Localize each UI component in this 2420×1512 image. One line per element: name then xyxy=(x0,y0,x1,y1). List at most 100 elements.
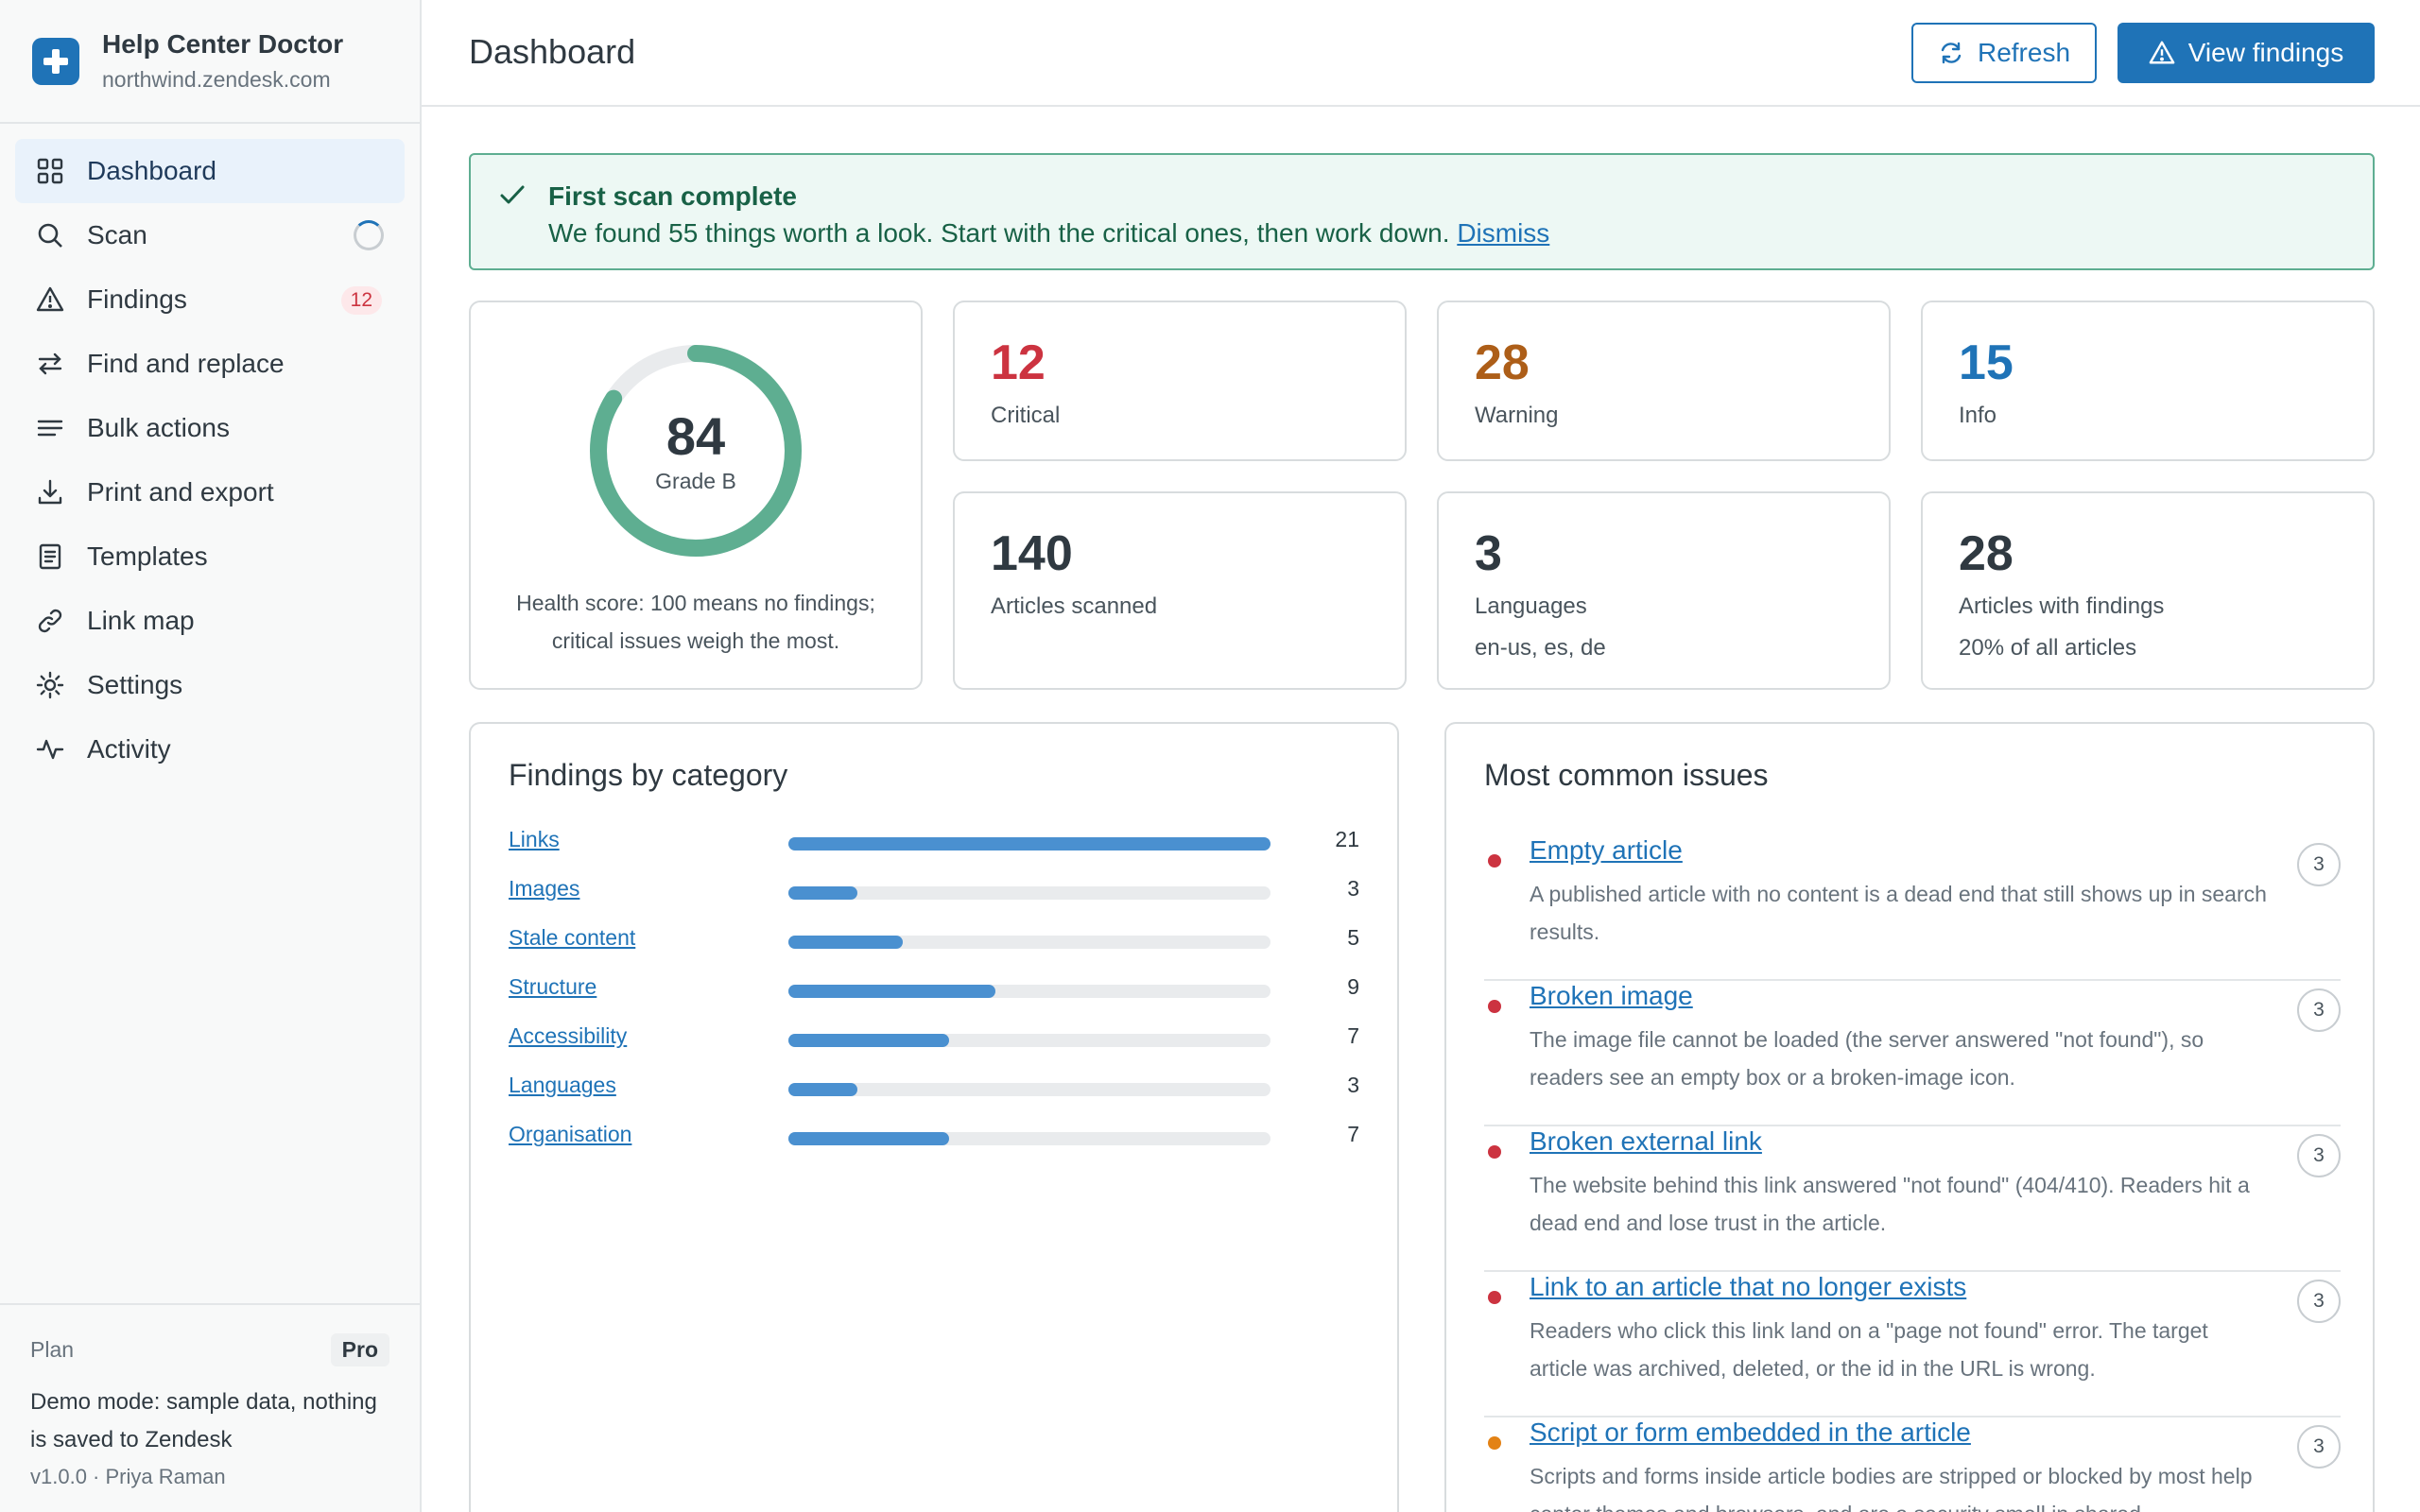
category-link[interactable]: Languages xyxy=(509,1073,616,1097)
issue-description: Scripts and forms inside article bodies … xyxy=(1530,1464,2253,1512)
health-score-note: Health score: 100 means no findings; cri… xyxy=(516,591,875,653)
issue-count-badge: 3 xyxy=(2297,843,2341,886)
category-link[interactable]: Accessibility xyxy=(509,1023,628,1048)
category-bar-track xyxy=(788,1132,1270,1145)
nav-label: Settings xyxy=(87,670,183,699)
category-row: Images 3 xyxy=(509,872,1359,910)
view-findings-label: View findings xyxy=(2187,38,2344,67)
category-bar-fill xyxy=(788,1034,949,1047)
languages-count: 3 xyxy=(1475,526,1502,581)
issue-title-link[interactable]: Broken image xyxy=(1530,981,1693,1010)
page-header: Dashboard Refresh View findings xyxy=(422,0,2420,107)
issue-title-link[interactable]: Link to an article that no longer exists xyxy=(1530,1272,1967,1301)
nav-label: Bulk actions xyxy=(87,413,230,442)
warning-label: Warning xyxy=(1475,403,1559,428)
category-link[interactable]: Structure xyxy=(509,974,597,999)
critical-label: Critical xyxy=(991,403,1061,428)
app-title: Help Center Doctor xyxy=(102,29,344,59)
category-count: 21 xyxy=(1335,827,1359,851)
list-icon xyxy=(34,412,66,444)
severity-dot-icon xyxy=(1488,1145,1501,1159)
category-link[interactable]: Organisation xyxy=(509,1122,632,1146)
panel-title: Findings by category xyxy=(509,758,788,792)
banner-text: We found 55 things worth a look. Start w… xyxy=(548,218,1450,248)
category-count: 3 xyxy=(1347,876,1359,901)
issue-title-link[interactable]: Script or form embedded in the article xyxy=(1530,1418,1971,1447)
search-icon xyxy=(34,219,66,251)
plan-label: Plan xyxy=(30,1337,75,1362)
languages-list: en-us, es, de xyxy=(1475,635,1606,661)
nav-label: Scan xyxy=(87,220,147,249)
category-link[interactable]: Images xyxy=(509,876,580,901)
plan-badge: Pro xyxy=(330,1333,389,1366)
brand: Help Center Doctor northwind.zendesk.com xyxy=(0,0,420,124)
most-common-issues-panel: Most common issues Empty article A publis… xyxy=(1444,722,2375,1512)
stat-card-critical[interactable]: 12 Critical xyxy=(953,301,1407,461)
banner-title: First scan complete xyxy=(548,181,797,211)
category-bar-fill xyxy=(788,1083,857,1096)
stat-card-warning[interactable]: 28 Warning xyxy=(1437,301,1891,461)
severity-dot-icon xyxy=(1488,1291,1501,1304)
nav-item-templates[interactable]: Templates xyxy=(15,524,405,589)
nav-label: Templates xyxy=(87,541,208,571)
category-bar-track xyxy=(788,985,1270,998)
category-link[interactable]: Stale content xyxy=(509,925,636,950)
category-row: Stale content 5 xyxy=(509,921,1359,959)
category-bar-fill xyxy=(788,837,1270,850)
nav-item-find-replace[interactable]: Find and replace xyxy=(15,332,405,396)
check-icon xyxy=(497,180,527,215)
severity-dot-icon xyxy=(1488,1000,1501,1013)
nav-label: Findings xyxy=(87,284,187,314)
health-grade: Grade B xyxy=(655,469,736,493)
grid-icon xyxy=(34,155,66,187)
severity-dot-icon xyxy=(1488,854,1501,868)
app-logo xyxy=(32,37,79,85)
activity-icon xyxy=(34,733,66,765)
category-count: 7 xyxy=(1347,1122,1359,1146)
warning-count: 28 xyxy=(1475,335,1530,390)
swap-arrows-icon xyxy=(34,348,66,380)
nav-label: Link map xyxy=(87,606,195,635)
category-bar-fill xyxy=(788,1132,949,1145)
nav-item-scan[interactable]: Scan xyxy=(15,203,405,267)
issue-description: Readers who click this link land on a "p… xyxy=(1530,1318,2208,1381)
category-link[interactable]: Links xyxy=(509,827,560,851)
view-findings-button[interactable]: View findings xyxy=(2118,23,2375,83)
health-score-value: 84 xyxy=(666,406,726,466)
loading-spinner-icon xyxy=(354,220,384,250)
nav-item-print-export[interactable]: Print and export xyxy=(15,460,405,524)
category-bar-track xyxy=(788,886,1270,900)
nav-label: Find and replace xyxy=(87,349,285,378)
category-count: 7 xyxy=(1347,1023,1359,1048)
findings-by-category-panel: Findings by category Links 21 Images 3 Stale… xyxy=(469,722,1399,1512)
plan-row: Plan Pro xyxy=(30,1333,389,1366)
nav-item-link-map[interactable]: Link map xyxy=(15,589,405,653)
banner-message: We found 55 things worth a look. Start w… xyxy=(548,218,1549,249)
issue-title-link[interactable]: Empty article xyxy=(1530,835,1683,865)
document-icon xyxy=(34,541,66,573)
category-count: 5 xyxy=(1347,925,1359,950)
dismiss-link[interactable]: Dismiss xyxy=(1457,218,1550,248)
stat-card-articles-scanned: 140 Articles scanned xyxy=(953,491,1407,690)
nav-item-dashboard[interactable]: Dashboard xyxy=(15,139,405,203)
issue-title-link[interactable]: Broken external link xyxy=(1530,1126,1762,1156)
nav-item-findings[interactable]: Findings 12 xyxy=(15,267,405,332)
category-count: 3 xyxy=(1347,1073,1359,1097)
articles-with-findings-percent: 20% of all articles xyxy=(1959,635,2137,661)
nav-item-settings[interactable]: Settings xyxy=(15,653,405,717)
refresh-button[interactable]: Refresh xyxy=(1911,23,2097,83)
info-count: 15 xyxy=(1959,335,2014,390)
link-icon xyxy=(34,605,66,637)
refresh-label: Refresh xyxy=(1977,38,2071,67)
nav-item-activity[interactable]: Activity xyxy=(15,717,405,782)
nav-item-bulk-actions[interactable]: Bulk actions xyxy=(15,396,405,460)
sidebar: Help Center Doctor northwind.zendesk.com… xyxy=(0,0,422,1512)
issue-item: Script or form embedded in the article Sc… xyxy=(1484,1418,2341,1512)
critical-count: 12 xyxy=(991,335,1046,390)
category-row: Structure 9 xyxy=(509,971,1359,1008)
page-title: Dashboard xyxy=(469,32,636,71)
issue-count-badge: 3 xyxy=(2297,1280,2341,1323)
stat-card-info[interactable]: 15 Info xyxy=(1921,301,2375,461)
articles-scanned-count: 140 xyxy=(991,526,1073,581)
version-info: v1.0.0 · Priya Raman xyxy=(30,1465,226,1488)
